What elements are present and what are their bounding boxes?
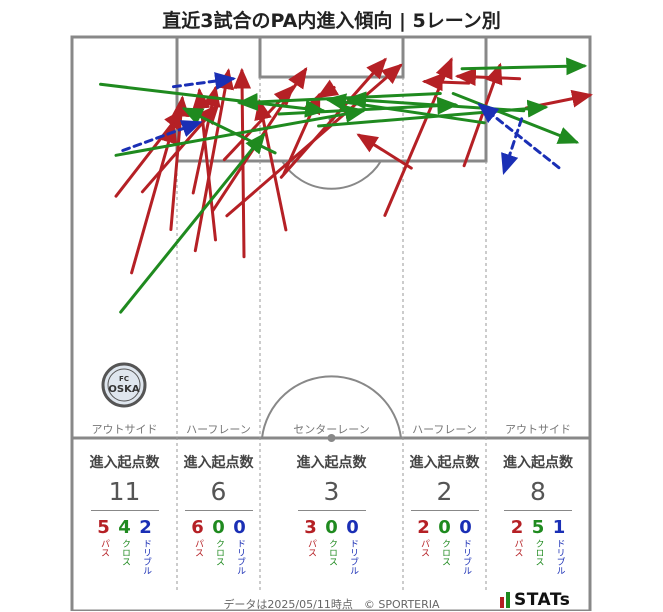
stats-heading: 進入起点数 <box>89 455 160 471</box>
dribble-count: 0 <box>346 517 359 538</box>
lane-label-right-halfspace: ハーフレーン <box>412 423 477 436</box>
pass-label: パス <box>99 539 109 557</box>
cross-label: クロス <box>120 539 130 566</box>
lane-stats-center: 進入起点数 3 3 パス 0 クロス 0 ドリブル <box>260 452 403 575</box>
dribble-count: 0 <box>233 517 246 538</box>
stats-heading: 進入起点数 <box>503 455 573 471</box>
lane-stats-left-halfspace: 進入起点数 6 6 パス 0 クロス 0 ドリブル <box>177 452 260 575</box>
stats-total: 3 <box>323 477 340 506</box>
lane-label-left-outside: アウトサイド <box>91 423 158 436</box>
team-logo: FC OSKA <box>101 362 147 408</box>
penalty-arc <box>281 160 382 190</box>
dribble-arrow <box>501 117 524 175</box>
pass-arrow <box>524 89 593 110</box>
stats-heading: 進入起点数 <box>183 455 254 471</box>
pass-count: 2 <box>510 517 524 538</box>
pass-arrow <box>356 133 413 170</box>
cross-count: 0 <box>212 517 225 538</box>
cross-arrow <box>451 92 580 144</box>
stats-divider <box>410 510 479 511</box>
cross-arrow <box>181 107 277 155</box>
cross-count: 4 <box>118 517 131 538</box>
lane-label-center: センターレーン <box>293 423 370 436</box>
stats-total: 2 <box>436 477 453 506</box>
arrows-layer <box>99 57 593 314</box>
pass-arrow <box>222 84 295 162</box>
center-circle <box>261 375 402 439</box>
cross-arrow <box>236 92 442 111</box>
lane-stats-right-halfspace: 進入起点数 2 2 パス 0 クロス 0 ドリブル <box>403 452 486 575</box>
pass-count: 5 <box>97 517 110 538</box>
cross-arrow <box>114 105 367 157</box>
pass-arrow <box>254 98 288 232</box>
footer-note: データは2025/05/11時点 © SPORTERIA <box>223 598 440 611</box>
cross-count: 5 <box>531 517 545 538</box>
cross-label: クロス <box>440 539 450 566</box>
pass-count: 2 <box>417 517 430 538</box>
pass-count: 3 <box>304 517 317 538</box>
pass-label: パス <box>512 539 523 557</box>
svg-text:FC: FC <box>119 375 129 383</box>
pass-arrow <box>193 68 234 253</box>
stats-heading: 進入起点数 <box>409 455 480 471</box>
cross-arrow <box>99 82 327 118</box>
stats-divider <box>184 510 253 511</box>
cross-count: 0 <box>438 517 451 538</box>
pass-arrow <box>279 57 387 179</box>
pass-arrow <box>421 73 471 92</box>
pass-label: パス <box>419 539 429 557</box>
dribble-label: ドリブル <box>461 539 471 575</box>
cross-arrow <box>460 57 588 76</box>
goal-area <box>258 35 405 79</box>
stats-total: 11 <box>108 477 141 506</box>
dribble-count: 0 <box>459 517 472 538</box>
cross-label: クロス <box>214 539 224 566</box>
dribble-arrow <box>121 120 203 152</box>
dribble-label: ドリブル <box>141 539 151 575</box>
dribble-count: 2 <box>139 517 152 538</box>
stats-total: 6 <box>210 477 227 506</box>
stats-heading: 進入起点数 <box>296 455 367 471</box>
cross-count: 0 <box>325 517 338 538</box>
lane-stats-right-outside: 進入起点数 8 2 パス 5 クロス 1 ドリブル <box>486 452 590 575</box>
lane-stats-left-outside: 進入起点数 11 5 パス 4 クロス 2 ドリブル <box>72 452 177 575</box>
pass-count: 6 <box>191 517 204 538</box>
pass-arrow <box>225 63 403 218</box>
pass-arrow <box>316 79 340 99</box>
cross-label: クロス <box>327 539 337 566</box>
stats-divider <box>504 510 572 511</box>
dribble-label: ドリブル <box>554 539 565 575</box>
lane-label-right-outside: アウトサイド <box>505 423 571 436</box>
dribble-label: ドリブル <box>235 539 245 575</box>
dribble-arrow <box>477 102 561 170</box>
stats-total: 8 <box>530 477 546 506</box>
dribble-label: ドリブル <box>348 539 358 575</box>
stats-divider <box>297 510 366 511</box>
svg-text:OSKA: OSKA <box>108 384 139 395</box>
pass-arrow <box>130 121 178 275</box>
pass-arrow <box>454 68 522 86</box>
dribble-arrow <box>172 72 237 91</box>
pass-label: パス <box>306 539 316 557</box>
stats-divider <box>90 510 159 511</box>
cross-label: クロス <box>533 539 544 566</box>
lane-label-left-halfspace: ハーフレーン <box>186 423 251 436</box>
chart-title: 直近3試合のPA内進入傾向 | 5レーン別 <box>162 10 501 32</box>
cross-arrow <box>119 132 266 314</box>
brand-mark-icon <box>500 592 510 608</box>
brand-name: STATs <box>514 590 571 610</box>
dribble-count: 1 <box>552 517 566 538</box>
center-spot <box>327 434 336 442</box>
pass-label: パス <box>193 539 203 557</box>
